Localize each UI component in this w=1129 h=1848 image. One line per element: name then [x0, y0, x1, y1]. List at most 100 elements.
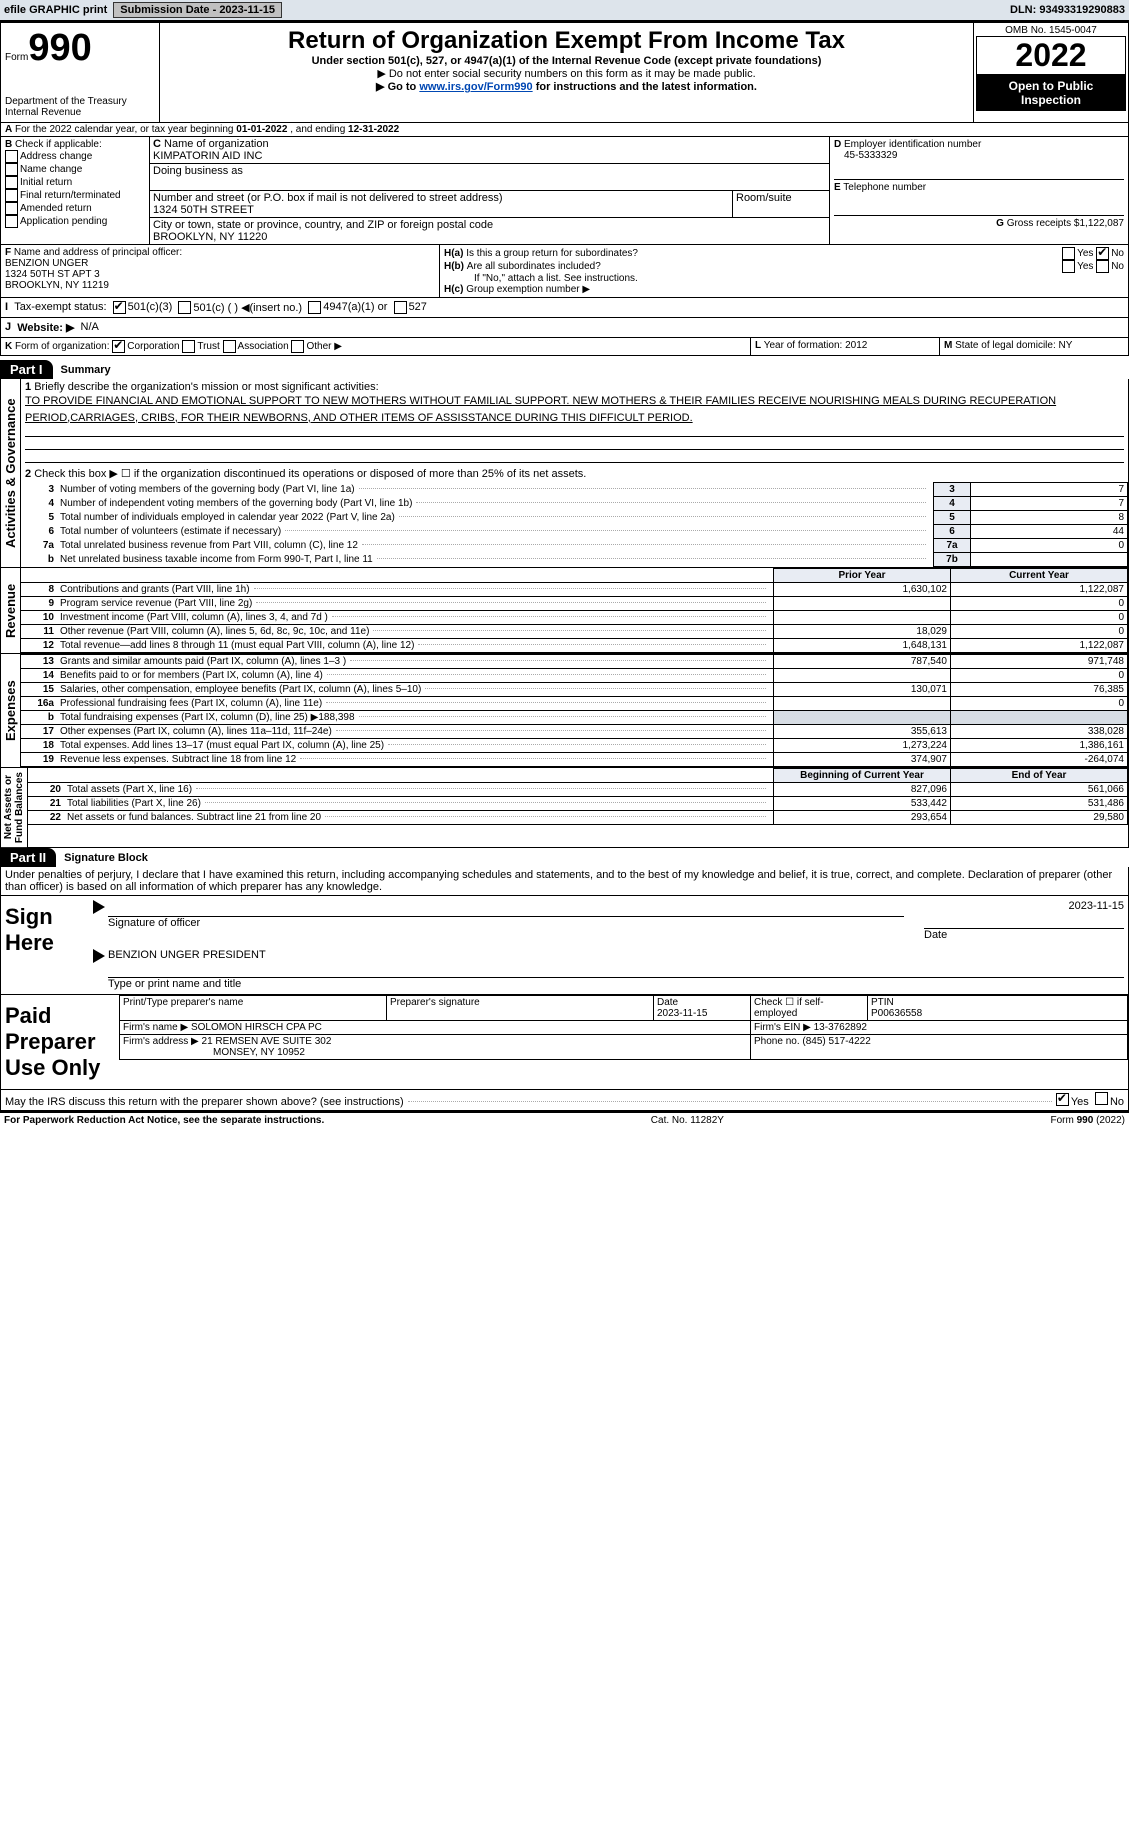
line-box: 6	[934, 525, 971, 539]
ptin-label: PTIN	[871, 997, 894, 1008]
ha-yes-checkbox[interactable]	[1062, 247, 1075, 260]
hb-no-checkbox[interactable]	[1096, 260, 1109, 273]
part-ii-tab: Part II	[0, 848, 56, 867]
typed-label: Type or print name and title	[108, 978, 241, 990]
line-text: Net assets or fund balances. Subtract li…	[64, 811, 774, 825]
hb-yes-checkbox[interactable]	[1062, 260, 1075, 273]
prior-value	[774, 711, 951, 725]
line-num: 14	[21, 669, 57, 683]
line-text: Investment income (Part VIII, column (A)…	[57, 611, 774, 625]
hb-yes: Yes	[1077, 261, 1093, 272]
i-4947-checkbox[interactable]	[308, 301, 321, 314]
footer-form: Form 990 (2022)	[1051, 1115, 1126, 1126]
dept-label: Department of the Treasury Internal Reve…	[5, 96, 155, 118]
line-num: 8	[21, 583, 57, 597]
typed-name: BENZION UNGER PRESIDENT	[108, 949, 266, 961]
period-row: A For the 2022 calendar year, or tax yea…	[0, 123, 1129, 137]
net-table: Beginning of Current YearEnd of Year20 T…	[28, 768, 1128, 825]
prior-value: 1,273,224	[774, 739, 951, 753]
line-text: Revenue less expenses. Subtract line 18 …	[57, 753, 774, 767]
officer-group-block: F Name and address of principal officer:…	[0, 245, 1129, 298]
k-assoc-checkbox[interactable]	[223, 340, 236, 353]
line-text: Total fundraising expenses (Part IX, col…	[57, 711, 774, 725]
checkbox-amended[interactable]	[5, 202, 18, 215]
i-501c: 501(c) ( ) ◀(insert no.)	[193, 301, 302, 314]
may-yes-checkbox[interactable]	[1056, 1093, 1069, 1106]
checkbox-name-change[interactable]	[5, 163, 18, 176]
tax-exempt-row: I Tax-exempt status: 501(c)(3) 501(c) ( …	[0, 298, 1129, 318]
line-value: 44	[971, 525, 1128, 539]
line-text: Total liabilities (Part X, line 26)	[64, 797, 774, 811]
current-value: 1,122,087	[951, 583, 1128, 597]
org-info-block: B Check if applicable: Address change Na…	[0, 137, 1129, 245]
i-501c-checkbox[interactable]	[178, 301, 191, 314]
line-num: 12	[21, 639, 57, 653]
form-word: Form	[5, 52, 28, 63]
f-label: Name and address of principal officer:	[14, 247, 182, 258]
ha-yes: Yes	[1077, 248, 1093, 259]
submission-date-button[interactable]: Submission Date - 2023-11-15	[113, 2, 282, 18]
irs-link[interactable]: www.irs.gov/Form990	[419, 81, 532, 93]
j-label: Website: ▶	[17, 321, 74, 334]
col-prior: Prior Year	[774, 569, 951, 583]
i-label: Tax-exempt status:	[14, 301, 106, 314]
street-value: 1324 50TH STREET	[153, 204, 254, 216]
line-num: 11	[21, 625, 57, 639]
dln-label: DLN: 93493319290883	[1010, 4, 1125, 16]
line-num: 5	[21, 511, 57, 525]
line-text: Total unrelated business revenue from Pa…	[57, 539, 934, 553]
current-value: 0	[951, 611, 1128, 625]
inspection-badge: Open to Public Inspection	[976, 75, 1126, 111]
line-num: 16a	[21, 697, 57, 711]
firm-addr-label: Firm's address ▶	[123, 1036, 199, 1047]
current-value: 76,385	[951, 683, 1128, 697]
firm-addr: 21 REMSEN AVE SUITE 302	[202, 1036, 332, 1047]
hb-note: If "No," attach a list. See instructions…	[474, 273, 1124, 284]
checkbox-initial[interactable]	[5, 176, 18, 189]
period-mid: , and ending	[287, 124, 348, 135]
k-other-checkbox[interactable]	[291, 340, 304, 353]
line-num: 21	[28, 797, 64, 811]
prior-value	[774, 611, 951, 625]
ptin-value: P00636558	[871, 1008, 922, 1019]
part-i-title: Summary	[61, 364, 111, 376]
k-trust: Trust	[197, 341, 219, 352]
form-number: 990	[28, 27, 91, 69]
hb-no: No	[1111, 261, 1124, 272]
line-num: 15	[21, 683, 57, 697]
line-text: Total assets (Part X, line 16)	[64, 783, 774, 797]
expenses-table: 13 Grants and similar amounts paid (Part…	[21, 654, 1128, 767]
current-value: 0	[951, 625, 1128, 639]
checkbox-final[interactable]	[5, 189, 18, 202]
officer-name: BENZION UNGER	[5, 258, 88, 269]
phone-label-e: Telephone number	[843, 182, 926, 193]
k-trust-checkbox[interactable]	[182, 340, 195, 353]
may-no-checkbox[interactable]	[1095, 1092, 1108, 1105]
tax-year: 2022	[976, 36, 1126, 75]
opt-pending: Application pending	[20, 216, 107, 227]
ha-no-checkbox[interactable]	[1096, 247, 1109, 260]
checkbox-address-change[interactable]	[5, 150, 18, 163]
k-corp: Corporation	[127, 341, 179, 352]
line-value: 8	[971, 511, 1128, 525]
hb-label: Are all subordinates included?	[467, 261, 601, 272]
pp-selfemployed: Check ☐ if self-employed	[751, 996, 868, 1021]
ha-no: No	[1111, 248, 1124, 259]
pp-phone-label: Phone no.	[754, 1036, 800, 1047]
m-label: State of legal domicile:	[955, 340, 1056, 351]
current-value: 29,580	[951, 811, 1128, 825]
checkbox-pending[interactable]	[5, 215, 18, 228]
line-text: Number of independent voting members of …	[57, 497, 934, 511]
opt-amended: Amended return	[20, 203, 92, 214]
q1-label: Briefly describe the organization's miss…	[34, 381, 378, 393]
i-527-checkbox[interactable]	[394, 301, 407, 314]
line-value: 0	[971, 539, 1128, 553]
k-corp-checkbox[interactable]	[112, 340, 125, 353]
ha-label: Is this a group return for subordinates?	[466, 248, 638, 259]
date-label: Date	[924, 929, 947, 941]
line-num: 20	[28, 783, 64, 797]
line-text: Total number of individuals employed in …	[57, 511, 934, 525]
org-name: KIMPATORIN AID INC	[153, 150, 262, 162]
i-501c3-checkbox[interactable]	[113, 301, 126, 314]
line-text: Total number of volunteers (estimate if …	[57, 525, 934, 539]
